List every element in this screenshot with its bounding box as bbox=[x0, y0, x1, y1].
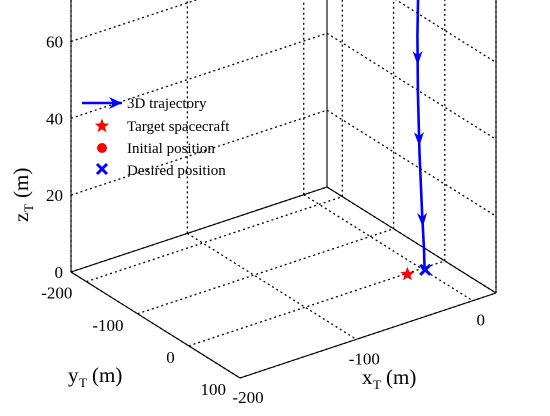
legend-star-icon bbox=[94, 118, 110, 133]
y-tick-label: 100 bbox=[201, 380, 227, 399]
x-tick-label: -100 bbox=[349, 349, 380, 368]
z-axis-label-sub: T bbox=[21, 204, 36, 212]
z-tick-label: 60 bbox=[46, 32, 63, 51]
z-tick-label: 0 bbox=[55, 263, 64, 282]
desired-position-marker bbox=[419, 263, 432, 276]
y-tick-label: -200 bbox=[41, 284, 72, 303]
tick-labels: 0 20 40 60 -200 -100 0 100 -200 -100 0 bbox=[41, 32, 485, 407]
legend-trajectory-label: 3D trajectory bbox=[127, 96, 207, 112]
x-axis-label-unit: (m) bbox=[386, 365, 416, 389]
legend-cross-icon bbox=[95, 162, 109, 176]
x-tick-label: 0 bbox=[476, 311, 485, 330]
floor-grid-line bbox=[303, 194, 474, 302]
side-wall-grid-line bbox=[326, 109, 497, 217]
y-tick-label: 0 bbox=[166, 348, 175, 367]
side-wall-grid-line bbox=[395, 0, 497, 64]
legend-initial-label: Initial position bbox=[127, 141, 215, 157]
legend: 3D trajectory Target spacecraft Initial … bbox=[82, 96, 230, 179]
axes-box-edge bbox=[326, 186, 497, 294]
x-axis-label-var: x bbox=[362, 365, 373, 389]
trajectory-arrow bbox=[413, 131, 424, 147]
y-tick-label: -100 bbox=[92, 316, 123, 335]
z-axis-label-var: z bbox=[9, 213, 33, 222]
legend-trajectory-arrow-icon bbox=[109, 97, 122, 109]
trajectory-line bbox=[416, 0, 427, 272]
floor-grid-line bbox=[137, 228, 394, 315]
z-tick-label: 20 bbox=[46, 186, 63, 205]
series-layer bbox=[400, 0, 432, 281]
y-axis-label-sub: T bbox=[79, 375, 87, 390]
axes-box-edge bbox=[70, 271, 241, 379]
y-axis-label: y T (m) bbox=[68, 363, 122, 390]
y-axis-label-unit: (m) bbox=[92, 363, 122, 387]
legend-target-label: Target spacecraft bbox=[127, 119, 230, 135]
z-axis-label: z T (m) bbox=[9, 168, 36, 222]
x-axis-label: x T (m) bbox=[362, 365, 416, 392]
trajectory-arrow bbox=[412, 51, 423, 66]
floor-grid-line bbox=[86, 196, 343, 283]
trajectory-arrow bbox=[417, 212, 428, 227]
target-spacecraft-marker bbox=[400, 266, 415, 281]
z-axis-label-unit: (m) bbox=[9, 168, 33, 198]
floor-grid-line bbox=[187, 232, 357, 340]
legend-item-desired: Desired position bbox=[95, 162, 226, 179]
legend-desired-label: Desired position bbox=[127, 163, 226, 179]
legend-item-initial: Initial position bbox=[97, 141, 215, 157]
grid-layer bbox=[70, 0, 497, 379]
axes-box-edge bbox=[239, 292, 497, 379]
x-tick-label: -200 bbox=[232, 388, 263, 407]
y-axis-label-var: y bbox=[68, 363, 79, 387]
legend-item-target: Target spacecraft bbox=[94, 118, 230, 135]
x-axis-label-sub: T bbox=[373, 377, 381, 392]
axes-box bbox=[70, 0, 497, 379]
legend-item-trajectory: 3D trajectory bbox=[82, 96, 207, 112]
z-tick-label: 40 bbox=[46, 109, 63, 128]
side-wall-grid-line bbox=[326, 32, 497, 140]
legend-circle-icon bbox=[97, 143, 107, 153]
back-wall-grid-line bbox=[70, 0, 198, 43]
axes-box-edge bbox=[70, 186, 328, 273]
